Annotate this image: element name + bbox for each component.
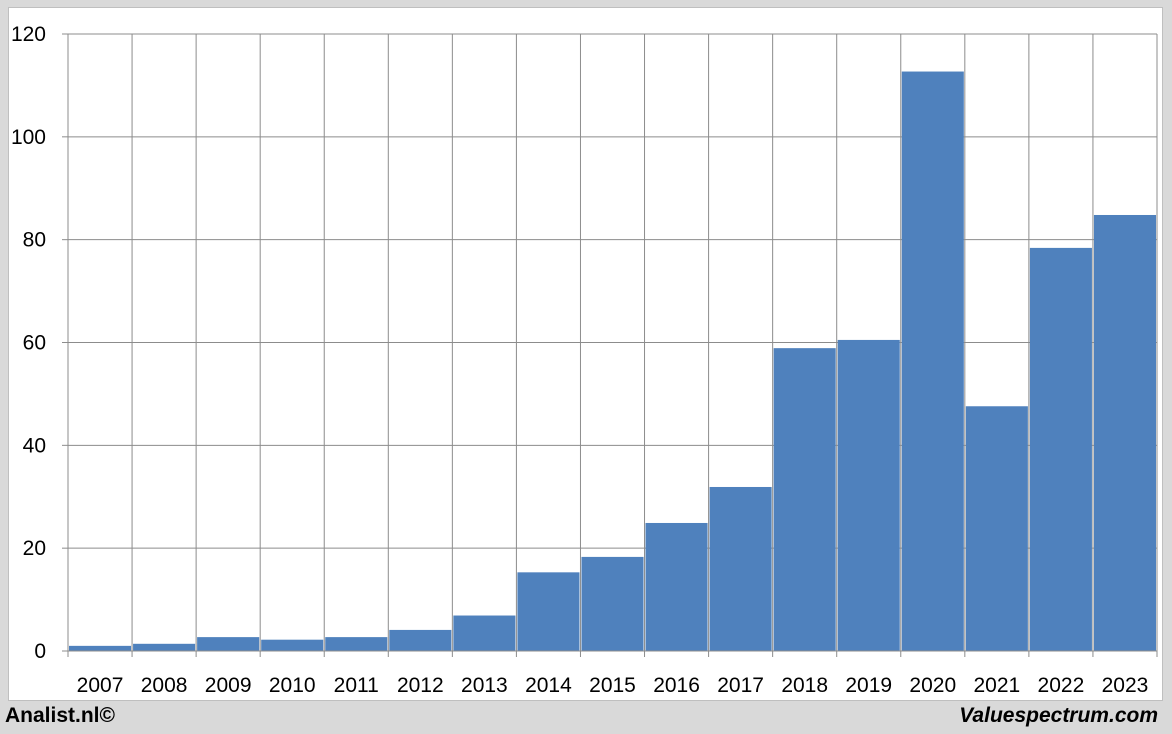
x-tick-label: 2011 bbox=[334, 674, 379, 697]
x-tick-label: 2019 bbox=[845, 674, 892, 697]
x-tick-label: 2012 bbox=[397, 674, 444, 697]
bar-2020 bbox=[901, 71, 964, 651]
bar-chart: 0 20 40 60 80 100 120 2007 2008 2009 2010 2011 2012 2… bbox=[11, 23, 1158, 697]
x-tick-label: 2009 bbox=[205, 674, 252, 697]
bar-2009 bbox=[197, 637, 260, 651]
bar-2017 bbox=[709, 486, 772, 651]
bar-2014 bbox=[517, 572, 580, 651]
bar-2018 bbox=[773, 348, 836, 651]
x-tick-label: 2008 bbox=[141, 674, 188, 697]
x-tick-label: 2016 bbox=[653, 674, 700, 697]
x-tick-label: 2023 bbox=[1102, 674, 1149, 697]
bar-2013 bbox=[453, 615, 516, 651]
bar-2021 bbox=[965, 406, 1028, 651]
y-tick-label: 40 bbox=[23, 434, 46, 457]
x-tick-label: 2021 bbox=[973, 674, 1020, 697]
y-tick-label: 120 bbox=[11, 23, 46, 46]
x-tick-label: 2014 bbox=[525, 674, 572, 697]
y-tick-label: 0 bbox=[34, 640, 46, 663]
x-tick-label: 2020 bbox=[909, 674, 956, 697]
footer-site-label: Valuespectrum.com bbox=[959, 704, 1158, 727]
x-tick-label: 2018 bbox=[781, 674, 828, 697]
bar-2023 bbox=[1093, 214, 1156, 651]
y-tick-label: 80 bbox=[23, 229, 46, 252]
x-tick-label: 2022 bbox=[1038, 674, 1085, 697]
footer-source-label: Analist.nl© bbox=[5, 704, 115, 727]
x-tick-label: 2015 bbox=[589, 674, 636, 697]
bar-2015 bbox=[581, 556, 644, 651]
y-tick-label: 20 bbox=[23, 537, 46, 560]
x-tick-label: 2013 bbox=[461, 674, 508, 697]
bar-2007 bbox=[69, 645, 132, 651]
y-tick-label: 60 bbox=[23, 332, 46, 355]
bar-2008 bbox=[133, 643, 196, 651]
x-tick-label: 2017 bbox=[717, 674, 764, 697]
y-tick-label: 100 bbox=[11, 126, 46, 149]
bar-2019 bbox=[837, 339, 900, 651]
bar-2010 bbox=[261, 639, 324, 651]
bar-2012 bbox=[389, 629, 452, 651]
x-tick-label: 2010 bbox=[269, 674, 316, 697]
x-tick-label: 2007 bbox=[77, 674, 124, 697]
bar-2022 bbox=[1029, 247, 1092, 652]
bar-2016 bbox=[645, 522, 708, 651]
bar-2011 bbox=[325, 637, 388, 651]
